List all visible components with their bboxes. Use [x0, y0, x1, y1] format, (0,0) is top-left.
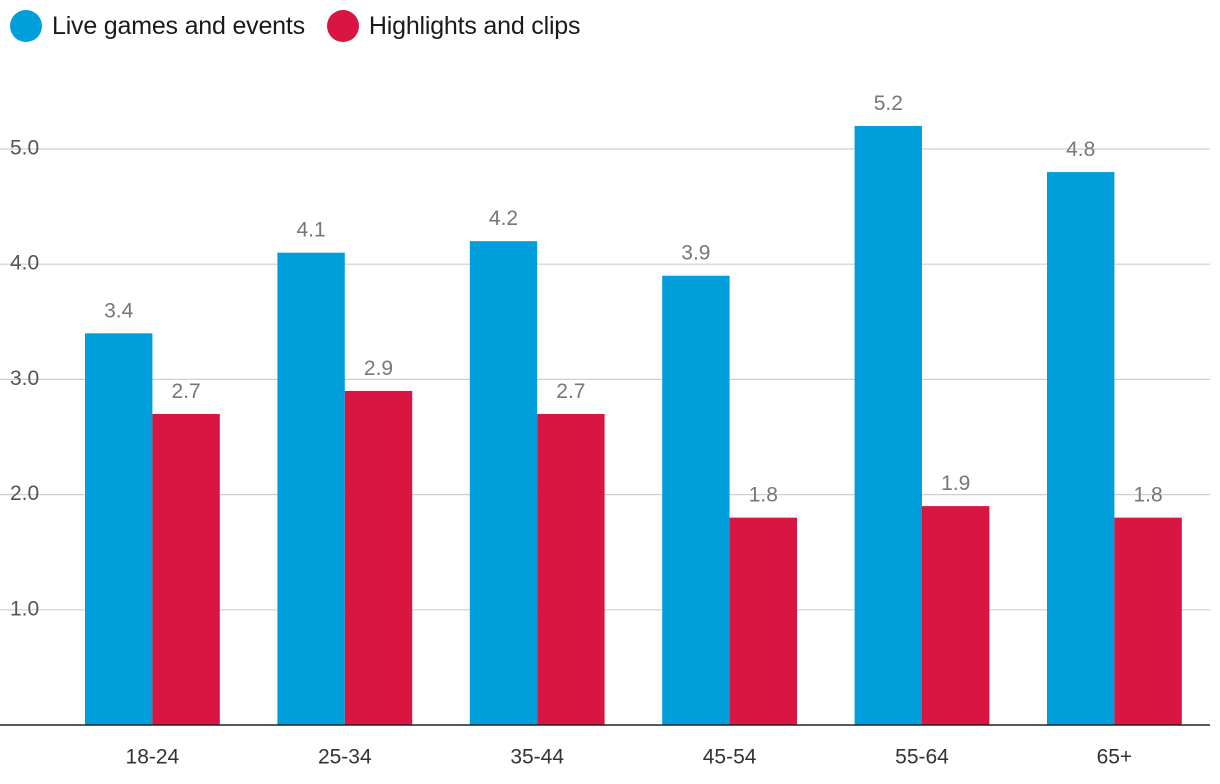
x-tick-label: 45-54 [703, 746, 757, 769]
y-tick-label: 5.0 [10, 137, 39, 160]
x-tick-label: 55-64 [895, 746, 949, 769]
x-tick-label: 18-24 [126, 746, 180, 769]
value-label: 4.2 [489, 207, 518, 230]
value-label: 2.7 [556, 380, 585, 403]
bar-highlights-65+ [1114, 517, 1182, 725]
bar-live-18-24 [85, 333, 153, 725]
x-tick-label: 35-44 [510, 746, 564, 769]
value-label: 1.8 [1133, 484, 1162, 507]
bar-highlights-25-34 [344, 390, 413, 725]
value-label: 5.2 [874, 92, 903, 115]
bar-live-35-44 [469, 241, 538, 725]
bar-live-25-34 [277, 252, 345, 725]
value-label: 2.9 [364, 357, 393, 380]
bar-highlights-55-64 [922, 506, 990, 725]
value-label: 1.9 [941, 472, 970, 495]
y-tick-label: 2.0 [10, 482, 39, 505]
value-label: 4.1 [296, 219, 325, 242]
y-tick-label: 4.0 [10, 252, 39, 275]
legend-label-highlights: Highlights and clips [368, 11, 581, 40]
value-label: 3.9 [681, 242, 710, 265]
value-label: 3.4 [104, 299, 134, 322]
bar-live-65+ [1047, 172, 1115, 726]
bar-live-45-54 [662, 275, 730, 725]
y-tick-label: 1.0 [10, 597, 39, 620]
legend-item-highlights: Highlights and clips [326, 10, 581, 42]
value-label: 2.7 [171, 380, 200, 403]
legend-item-live: Live games and events [10, 10, 305, 42]
legend-label-live: Live games and events [52, 11, 305, 40]
x-axis-ticks: 18-24 25-34 35-44 45-54 55-64 65+ [126, 746, 1133, 769]
value-labels: 3.4 2.7 4.1 2.9 4.2 2.7 3.9 1.8 5.2 1.9 4.8 1.8 [104, 92, 1163, 507]
bar-highlights-45-54 [729, 517, 797, 725]
y-tick-label: 3.0 [10, 367, 39, 390]
y-axis-ticks: 1.0 2.0 3.0 4.0 5.0 [10, 137, 39, 621]
bar-highlights-35-44 [537, 413, 605, 725]
legend-swatch-live [10, 10, 42, 42]
bars [85, 125, 1182, 726]
chart-legend: Live games and events Highlights and cli… [10, 10, 581, 42]
value-label: 4.8 [1066, 138, 1095, 161]
bar-highlights-18-24 [152, 413, 220, 725]
x-tick-label: 25-34 [318, 746, 372, 769]
legend-swatch-highlights [326, 10, 359, 42]
bar-live-55-64 [854, 125, 922, 725]
value-label: 1.8 [749, 484, 778, 507]
x-tick-label: 65+ [1097, 746, 1133, 769]
